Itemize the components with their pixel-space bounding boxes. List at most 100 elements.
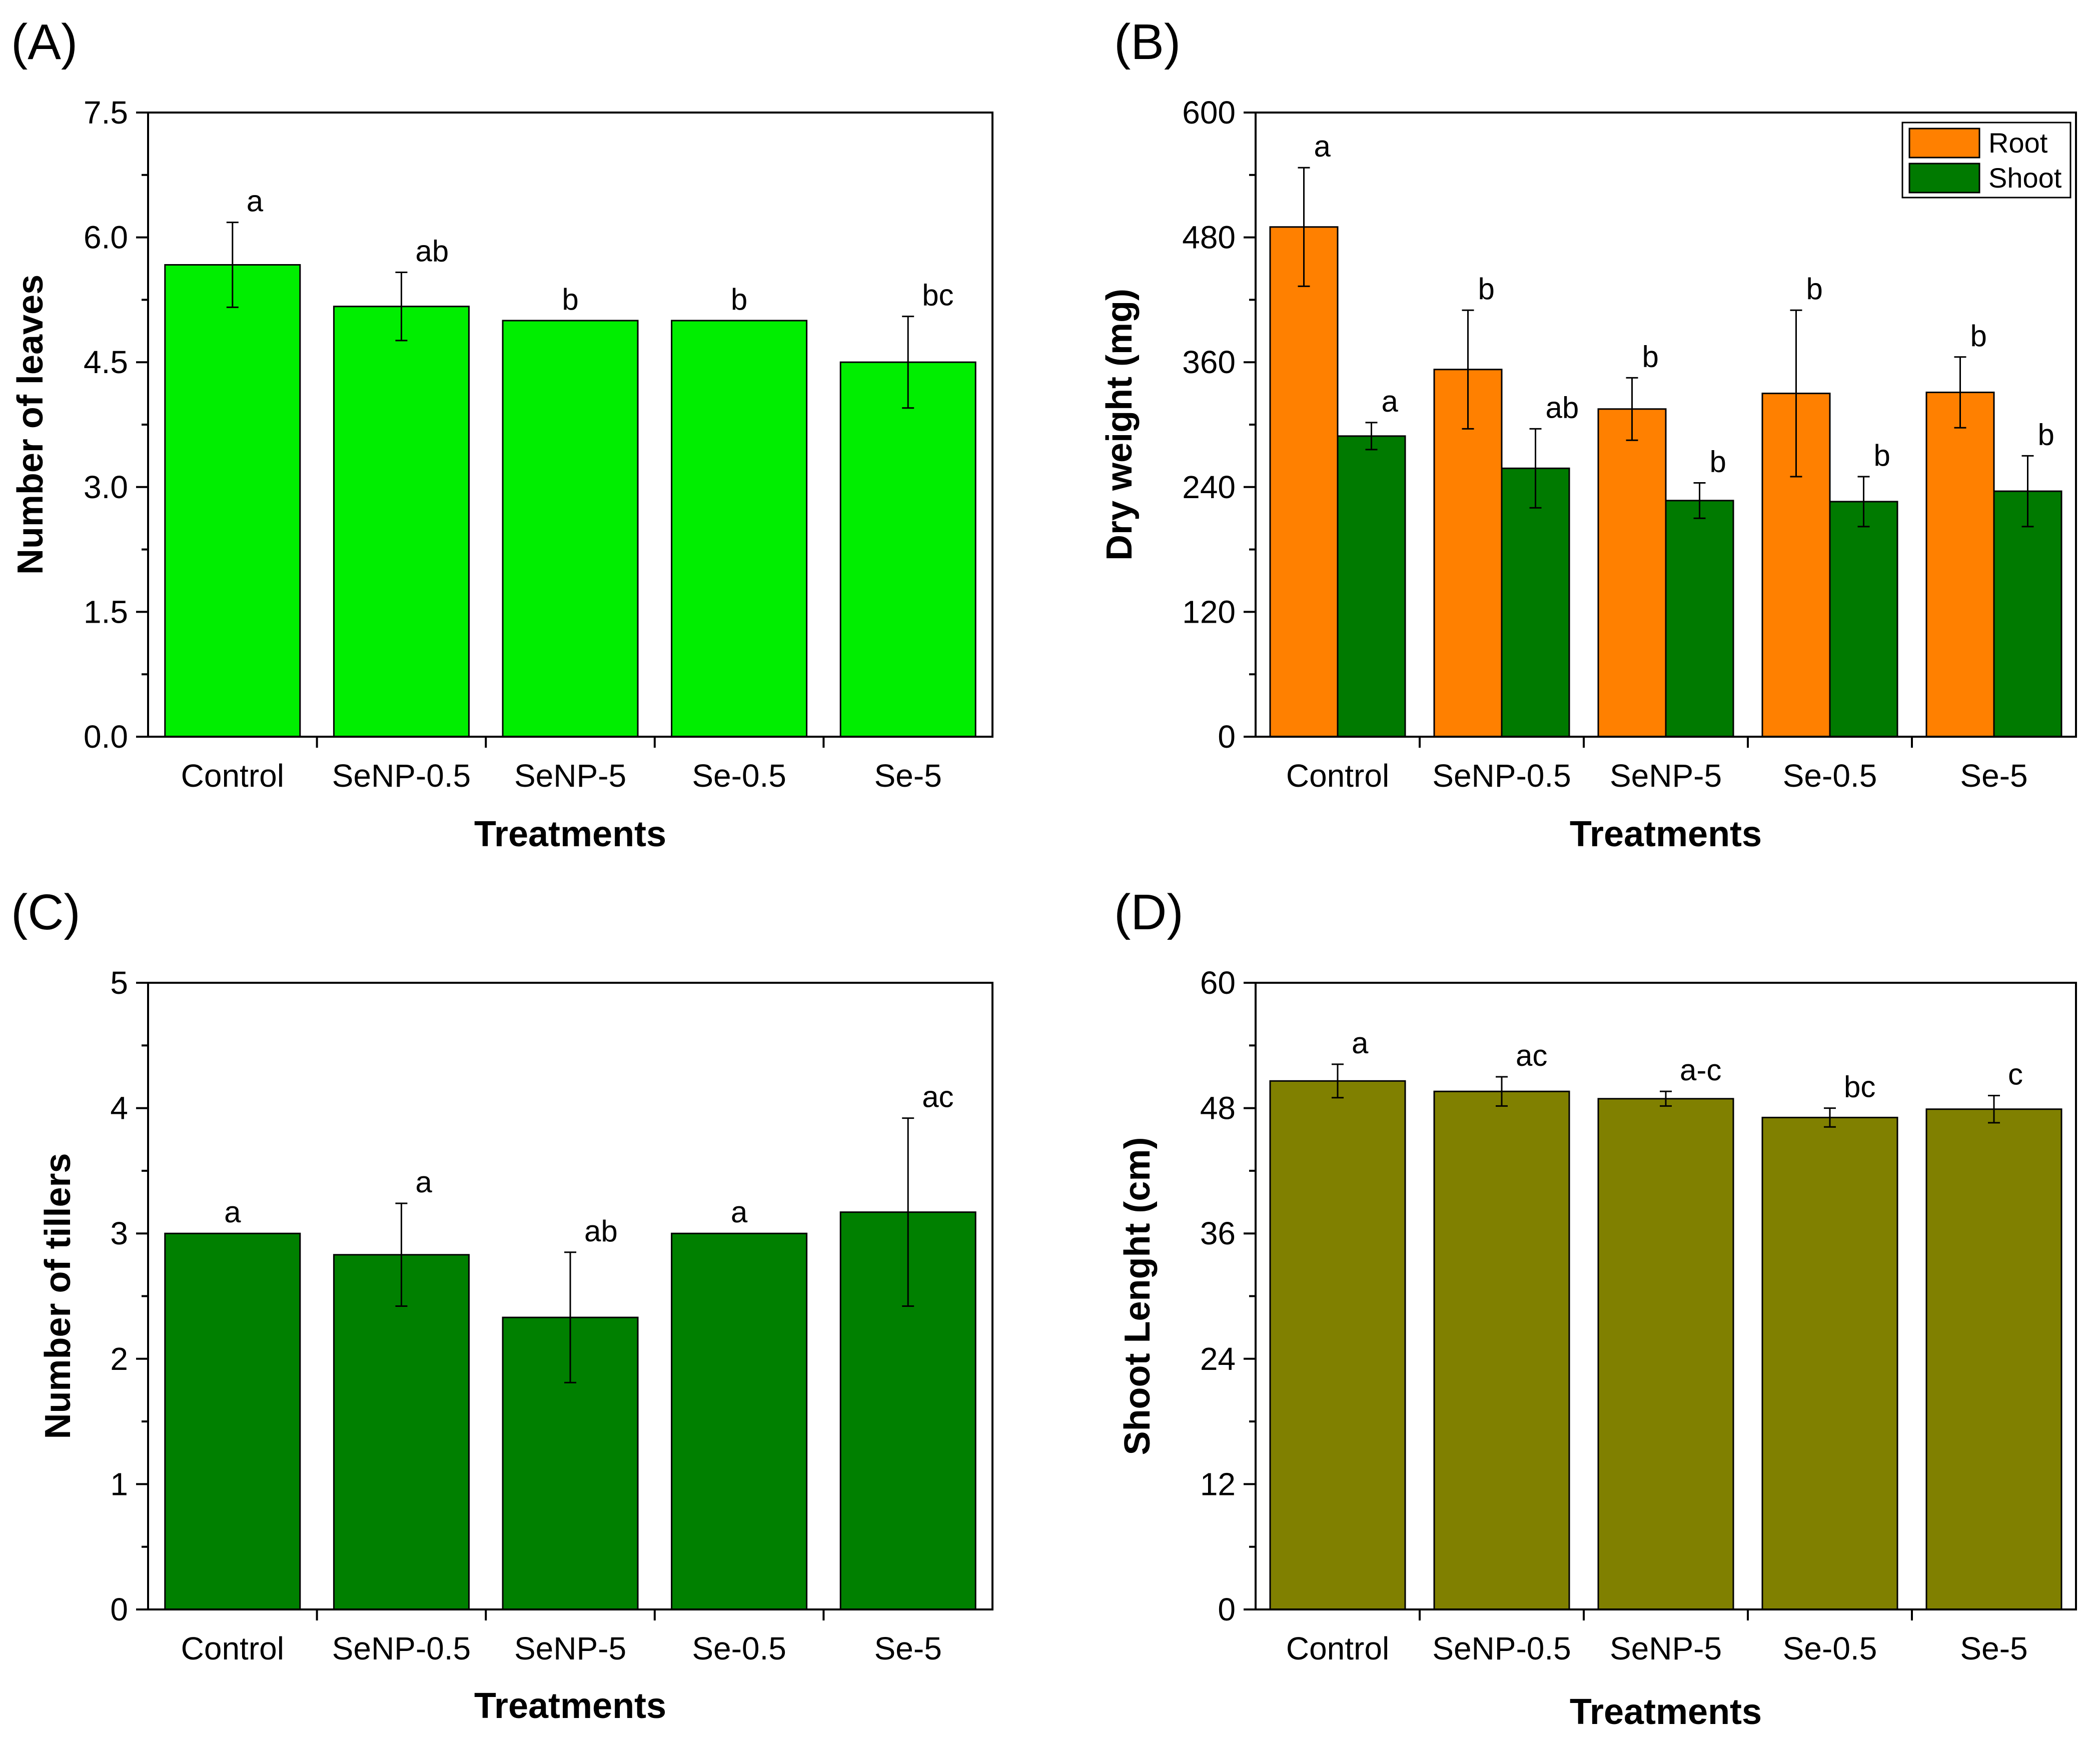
bar [1829, 501, 1898, 738]
x-tick-label: Control [181, 758, 284, 794]
x-tick-label: SeNP-5 [1610, 1630, 1722, 1666]
x-tick-label: Se-0.5 [692, 1630, 786, 1666]
x-tick-label: Control [1286, 1630, 1389, 1666]
legend-swatch [1908, 163, 1980, 194]
bar [671, 320, 808, 738]
x-axis-title: Treatments [1570, 814, 1762, 854]
significance-label: ab [584, 1214, 618, 1248]
legend-swatch [1908, 128, 1980, 159]
x-tick-label: Se-0.5 [692, 758, 786, 794]
y-axis-title: Number of tillers [38, 1153, 78, 1439]
y-tick-label: 0 [110, 1591, 128, 1627]
x-tick-label: Se-5 [1960, 758, 2027, 794]
y-tick-label: 0 [1218, 719, 1236, 755]
significance-label: b [1970, 319, 1987, 353]
x-axis-title: Treatments [474, 814, 666, 854]
significance-label: b [2038, 418, 2054, 451]
significance-label: b [731, 283, 747, 316]
x-axis-title: Treatments [1570, 1692, 1762, 1732]
panel-label: (C) [11, 884, 81, 940]
legend-label: Root [1988, 127, 2048, 159]
significance-label: b [562, 283, 578, 316]
y-tick-label: 60 [1200, 965, 1236, 1001]
bar [1761, 1116, 1898, 1610]
y-tick-label: 2 [110, 1341, 128, 1377]
x-tick-label: Control [181, 1630, 284, 1666]
bar [333, 1254, 470, 1610]
bar [1269, 226, 1339, 738]
y-tick-label: 5 [110, 965, 128, 1001]
y-tick-label: 480 [1182, 220, 1236, 256]
x-tick-label: Se-5 [874, 1630, 942, 1666]
chart-panel-a: (A) a ab b b bc 0.0 1.5 3.0 4.5 6.0 7.5 Control SeNP-… [11, 14, 993, 854]
bar [1993, 490, 2062, 738]
significance-label: b [1710, 445, 1726, 478]
bar [1925, 392, 1995, 738]
significance-label: a [731, 1195, 748, 1229]
y-tick-label: 24 [1200, 1341, 1236, 1377]
significance-label: a [1314, 130, 1331, 163]
y-tick-label: 3.0 [84, 469, 128, 505]
bar [1597, 408, 1667, 738]
x-tick-label: SeNP-0.5 [332, 1630, 471, 1666]
bar [839, 361, 976, 738]
y-tick-label: 600 [1182, 95, 1236, 131]
significance-label: a [1382, 385, 1399, 418]
significance-label: bc [922, 279, 953, 312]
significance-label: b [1478, 272, 1495, 306]
significance-label: a-c [1680, 1053, 1721, 1087]
bar [1337, 435, 1406, 738]
significance-label: c [2008, 1058, 2023, 1091]
y-tick-label: 6.0 [84, 220, 128, 256]
y-tick-label: 4.5 [84, 344, 128, 380]
y-tick-label: 360 [1182, 344, 1236, 380]
bar [1433, 369, 1503, 738]
panel-label: (B) [1114, 14, 1181, 70]
y-tick-label: 12 [1200, 1466, 1236, 1502]
significance-label: ab [415, 234, 449, 268]
y-tick-label: 1.5 [84, 594, 128, 630]
x-tick-label: SeNP-5 [514, 758, 626, 794]
x-tick-label: SeNP-0.5 [1432, 758, 1571, 794]
y-axis-title: Dry weight (mg) [1100, 289, 1140, 561]
bar [1597, 1098, 1734, 1610]
significance-label: ab [1546, 391, 1579, 424]
y-tick-label: 48 [1200, 1090, 1236, 1126]
bar [1269, 1080, 1406, 1610]
bar [1501, 467, 1570, 738]
significance-label: a [1352, 1026, 1369, 1060]
significance-label: bc [1844, 1070, 1875, 1104]
y-tick-label: 4 [110, 1090, 128, 1126]
y-tick-label: 0.0 [84, 719, 128, 755]
y-tick-label: 0 [1218, 1591, 1236, 1627]
significance-label: b [1874, 439, 1890, 472]
panel-label: (D) [1114, 884, 1184, 940]
panel-label: (A) [11, 14, 78, 70]
bar [671, 1232, 808, 1610]
x-tick-label: SeNP-0.5 [1432, 1630, 1571, 1666]
bar [1665, 500, 1734, 738]
chart-panel-d: (D) a ac a-c bc c 0 12 24 36 48 60 Control SeNP-0.5 Se… [1114, 884, 2077, 1732]
bar [164, 264, 301, 738]
significance-label: ac [922, 1080, 953, 1114]
y-tick-label: 36 [1200, 1215, 1236, 1251]
x-tick-label: SeNP-0.5 [332, 758, 471, 794]
y-axis-title: Number of leaves [11, 275, 51, 575]
significance-label: b [1806, 272, 1823, 306]
y-tick-label: 240 [1182, 469, 1236, 505]
y-tick-label: 3 [110, 1215, 128, 1251]
x-axis-title: Treatments [474, 1686, 666, 1726]
y-tick-label: 1 [110, 1466, 128, 1502]
bar [1433, 1090, 1570, 1610]
y-tick-label: 120 [1182, 594, 1236, 630]
legend-label: Shoot [1988, 162, 2062, 194]
x-tick-label: Se-5 [874, 758, 942, 794]
significance-label: a [415, 1165, 432, 1199]
y-axis-title: Shoot Lenght (cm) [1118, 1137, 1158, 1455]
x-tick-label: Se-0.5 [1783, 1630, 1877, 1666]
bar [502, 320, 639, 738]
x-tick-label: Se-5 [1960, 1630, 2027, 1666]
